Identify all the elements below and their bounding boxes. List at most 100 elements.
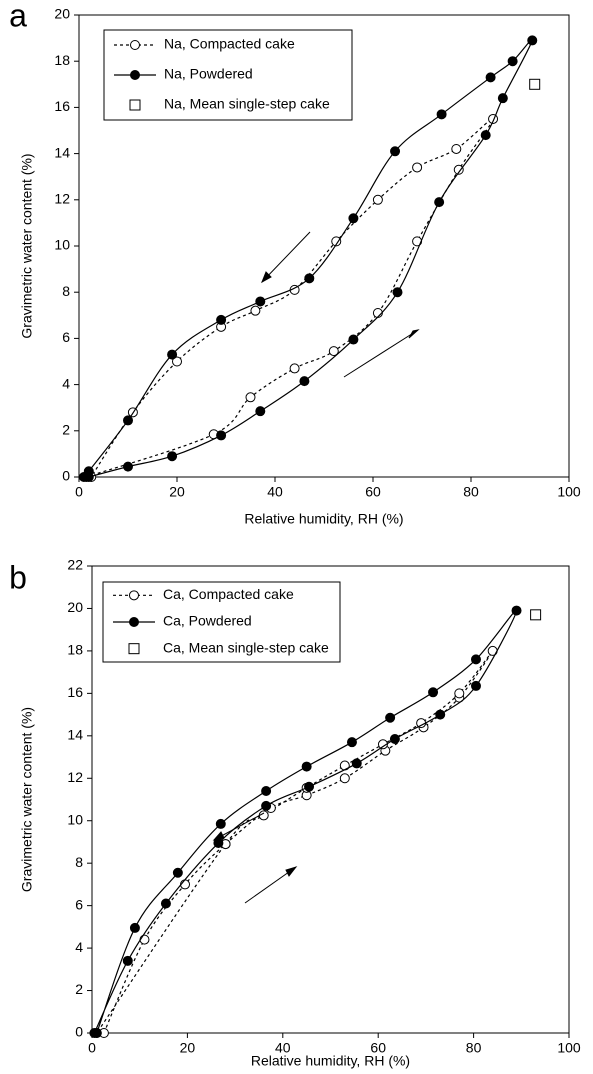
marker	[180, 879, 191, 890]
plot-frame	[91, 565, 570, 1034]
x-tick-label: 60	[370, 1040, 386, 1056]
y-tick-label: 22	[67, 557, 83, 573]
legend-label: Ca, Compacted cake	[163, 586, 294, 602]
marker	[261, 786, 272, 797]
y-tick-label: 10	[54, 237, 70, 253]
y-tick-label: 18	[67, 642, 83, 658]
marker	[434, 197, 445, 208]
x-tick-label: 100	[557, 484, 581, 500]
arrow-head	[261, 271, 272, 284]
legend-marker	[130, 40, 140, 50]
y-tick-label: 4	[75, 939, 83, 955]
marker	[245, 392, 256, 403]
x-tick-label: 0	[88, 1040, 96, 1056]
y-axis-label: Gravimetric water content (%)	[19, 707, 35, 892]
marker	[289, 363, 300, 374]
marker	[385, 712, 396, 723]
legend-marker	[130, 70, 140, 80]
x-tick-label: 20	[169, 484, 185, 500]
x-tick-label: 20	[180, 1040, 196, 1056]
x-tick-label: 40	[275, 1040, 291, 1056]
marker	[216, 314, 227, 325]
marker	[91, 1028, 102, 1038]
x-tick-label: 100	[557, 1040, 581, 1056]
marker	[389, 734, 400, 745]
legend-marker	[129, 590, 139, 601]
y-tick-label: 18	[54, 52, 70, 68]
marker	[258, 810, 269, 821]
marker	[331, 236, 342, 247]
marker	[453, 164, 464, 175]
marker	[511, 605, 522, 616]
y-tick-label: 8	[62, 283, 70, 299]
arrow	[261, 231, 311, 283]
marker	[470, 680, 481, 691]
marker	[372, 194, 383, 205]
marker	[122, 955, 133, 966]
arrow-head	[212, 831, 225, 841]
marker	[339, 773, 350, 784]
series-line	[86, 118, 494, 478]
legend-label: Na, Compacted cake	[164, 36, 295, 52]
arrow	[343, 329, 419, 378]
y-axis-label: Gravimetric water content (%)	[19, 153, 35, 338]
marker	[435, 709, 446, 720]
marker	[299, 376, 310, 387]
y-tick-label: 10	[67, 811, 83, 827]
x-axis-label: Relative humidity, RH (%)	[244, 511, 403, 527]
x-axis-label: Relative humidity, RH (%)	[251, 1053, 410, 1069]
marker	[172, 356, 182, 367]
y-tick-label: 12	[67, 769, 83, 785]
panel-label: a	[9, 0, 27, 33]
marker	[392, 287, 403, 298]
legend-marker	[129, 617, 139, 627]
marker	[346, 737, 357, 748]
x-tick-label: 0	[75, 484, 83, 500]
legend-label: Na, Powdered	[164, 66, 253, 82]
marker	[348, 213, 359, 224]
marker	[527, 35, 538, 46]
y-tick-label: 0	[62, 468, 70, 484]
marker	[172, 867, 183, 878]
marker	[160, 898, 171, 909]
y-tick-label: 0	[75, 1024, 83, 1040]
marker	[123, 461, 133, 472]
x-tick-label: 40	[267, 484, 283, 500]
series-line	[96, 650, 494, 1034]
y-tick-label: 4	[62, 375, 70, 391]
x-tick-label: 80	[463, 484, 479, 500]
legend-box	[103, 29, 353, 121]
marker	[412, 162, 423, 173]
y-tick-label: 16	[67, 684, 83, 700]
marker	[351, 758, 362, 769]
marker	[470, 654, 481, 665]
marker	[255, 406, 266, 417]
legend-marker	[128, 643, 140, 655]
marker	[139, 934, 150, 945]
arrows	[212, 231, 420, 904]
marker	[454, 688, 465, 699]
marker	[304, 781, 315, 792]
marker	[348, 334, 359, 345]
marker	[301, 761, 312, 772]
marker	[167, 451, 178, 462]
marker	[328, 346, 339, 357]
marker	[436, 109, 447, 120]
marker	[250, 305, 261, 316]
y-tick-label: 12	[54, 191, 70, 207]
legend-label: Na, Mean single-step cake	[164, 96, 330, 112]
arrow-head	[285, 866, 298, 877]
y-tick-label: 2	[62, 422, 70, 438]
marker	[507, 56, 518, 67]
marker	[451, 143, 462, 154]
y-tick-label: 6	[62, 329, 70, 345]
marker	[167, 349, 178, 360]
arrow-head	[408, 329, 420, 339]
panel-label: b	[9, 559, 27, 595]
y-tick-label: 6	[75, 896, 83, 912]
marker	[123, 415, 133, 426]
marker	[485, 72, 496, 83]
marker	[261, 800, 272, 811]
